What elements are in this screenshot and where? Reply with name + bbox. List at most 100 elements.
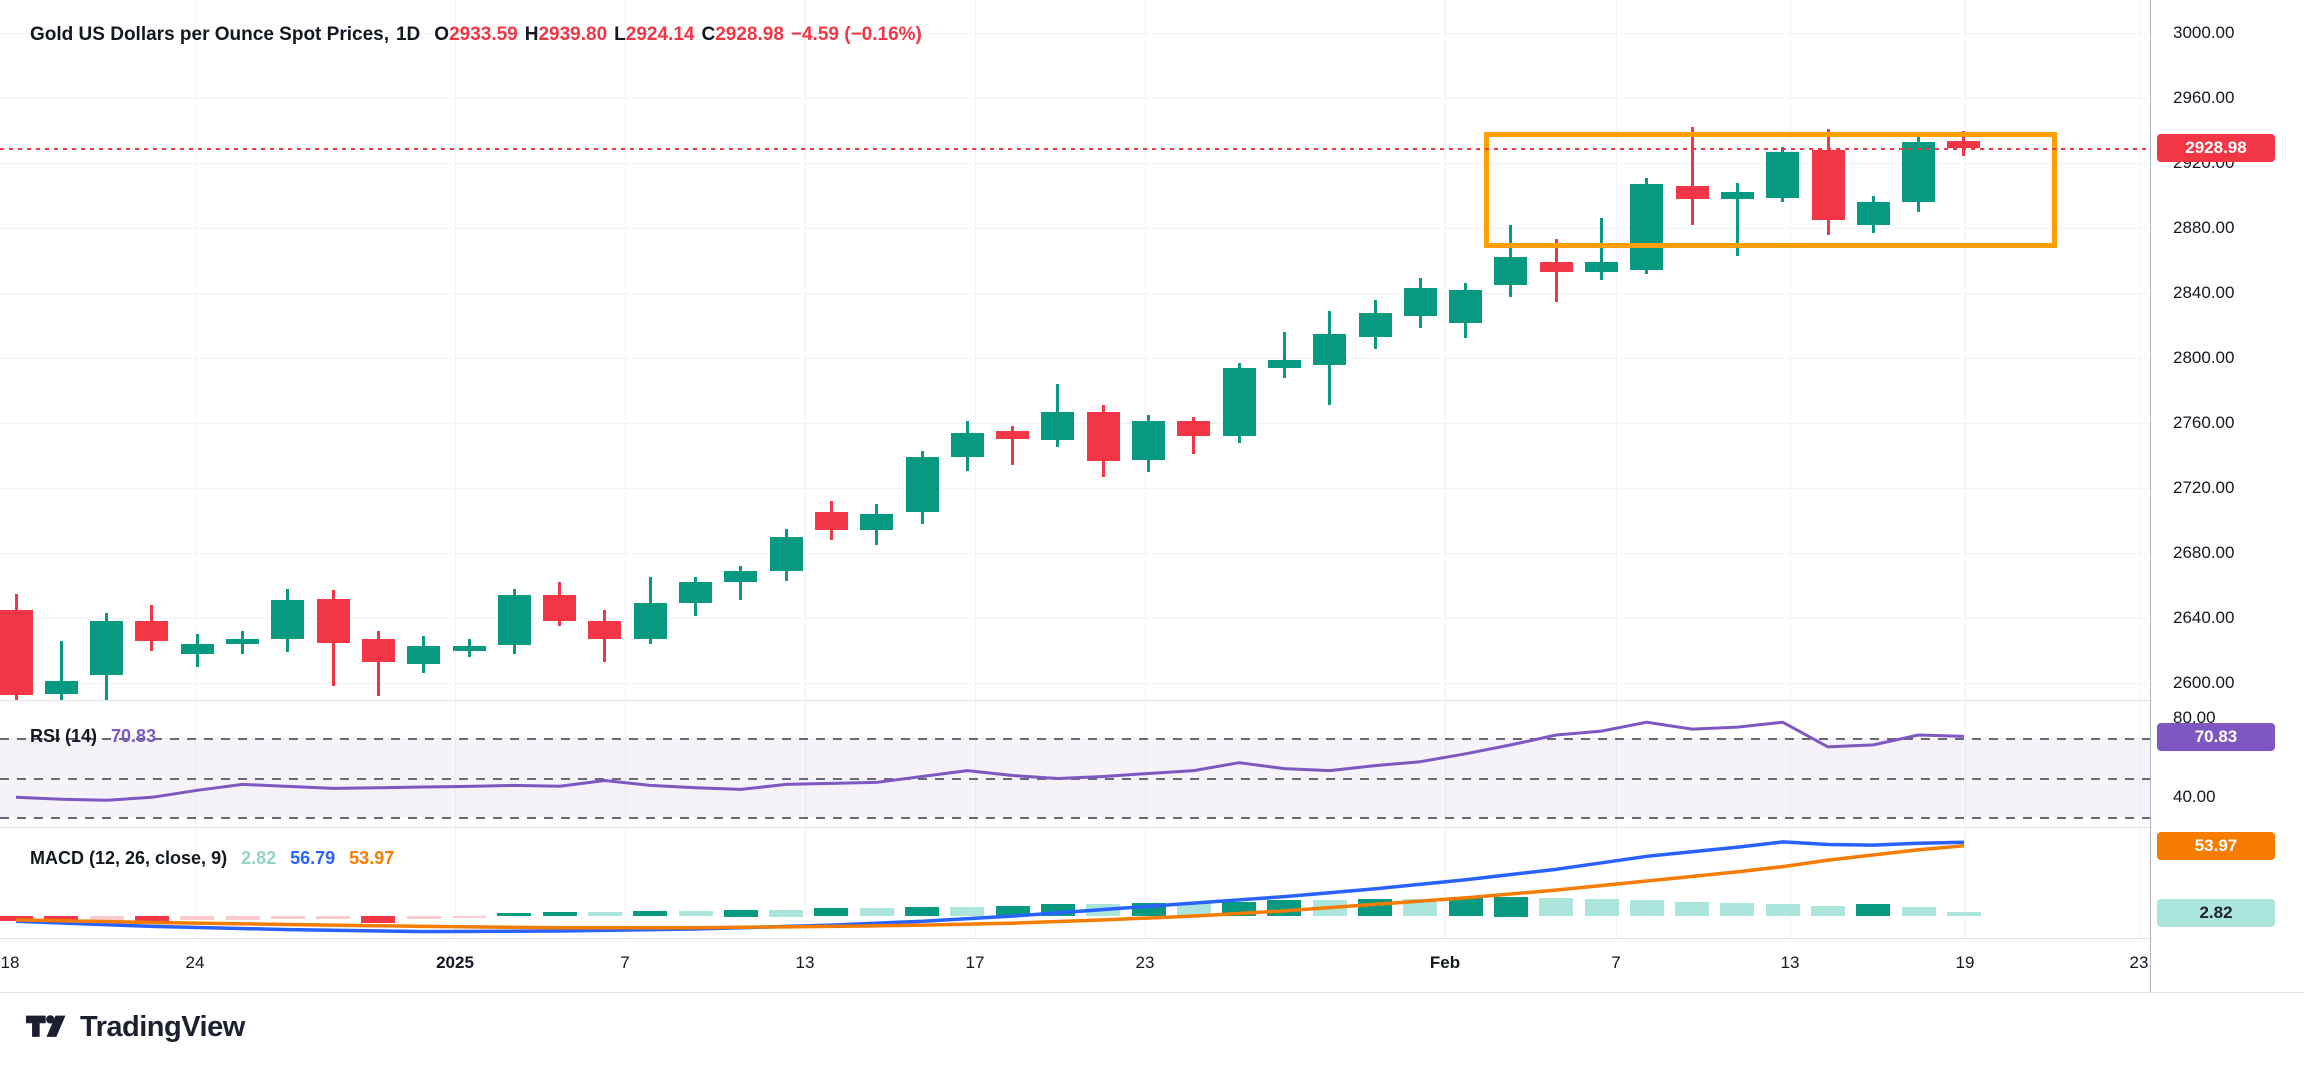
price-tick-label: 2680.00 (2173, 543, 2235, 562)
time-axis[interactable]: 18 24 2025 7 13 17 23 Feb 7 13 19 23 (0, 939, 2304, 992)
macd-histogram-bar (905, 907, 939, 916)
candle-body (1177, 421, 1210, 436)
chart-plot-area[interactable] (0, 0, 2150, 938)
macd-line (15, 840, 1965, 934)
rsi-level-30 (0, 817, 2150, 819)
time-tick-label: 7 (1611, 953, 1621, 972)
macd-histogram-bar (1902, 907, 1936, 916)
horizontal-gridline (0, 293, 2150, 294)
candle-body (1585, 262, 1618, 272)
macd-signal-value: 53.97 (349, 848, 395, 868)
candle-body (1494, 257, 1527, 285)
candle-wick (60, 641, 63, 700)
time-tick-label: 13 (1780, 953, 1800, 972)
macd-histogram-bar (633, 911, 667, 916)
candlestick-series (0, 127, 1980, 700)
price-tick-label: 2640.00 (2173, 608, 2235, 627)
candle-body (271, 600, 304, 639)
macd-histogram-bar (679, 911, 713, 916)
macd-histogram-bar (1811, 906, 1845, 916)
price-tick-label: 2800.00 (2173, 348, 2235, 367)
candle-body (815, 512, 848, 530)
candle-body (860, 514, 893, 530)
candle-body (724, 571, 757, 582)
time-tick-label: 7 (620, 953, 630, 972)
macd-histogram-bar (90, 916, 124, 920)
candle-body (1313, 334, 1346, 365)
macd-legend[interactable]: MACD (12, 26, close, 9) 2.82 56.79 53.97 (30, 848, 394, 869)
horizontal-gridline (0, 423, 2150, 424)
macd-line-value: 56.79 (290, 848, 336, 868)
price-tick-label: 2600.00 (2173, 673, 2235, 692)
ohlc-label-L: L (614, 24, 626, 45)
horizontal-gridline (0, 163, 2150, 164)
macd-histogram-bar (1585, 899, 1619, 916)
macd-hist-badge: 2.82 (2157, 899, 2275, 927)
price-range-box-drawing[interactable] (1484, 132, 2057, 248)
tradingview-brand-text: TradingView (80, 1010, 245, 1043)
tradingview-logo-icon (26, 1015, 66, 1037)
candle-body (1812, 150, 1845, 220)
symbol-legend[interactable]: Gold US Dollars per Ounce Spot Prices, 1D… (30, 24, 922, 46)
horizontal-gridline (0, 33, 2150, 34)
vertical-gridline (195, 0, 196, 938)
candle-body (1268, 360, 1301, 368)
rsi-tick-label: 40.00 (2173, 787, 2216, 806)
candle-wick (1600, 218, 1603, 280)
macd-histogram-bar (226, 916, 260, 920)
rsi-legend[interactable]: RSI (14) 70.83 (30, 726, 156, 747)
macd-hist-value: 2.82 (241, 848, 277, 868)
pane-separator-macd[interactable] (0, 827, 2304, 828)
candle-body (679, 582, 712, 603)
price-tick-label: 2880.00 (2173, 218, 2235, 237)
candle-body (453, 646, 486, 651)
vertical-gridline (1790, 0, 1791, 938)
candle-body (1404, 288, 1437, 316)
candle-body (1540, 262, 1573, 272)
horizontal-gridline (0, 553, 2150, 554)
candle-body (362, 639, 395, 662)
macd-histogram-bar (769, 910, 803, 917)
tradingview-attribution[interactable]: TradingView (26, 1008, 245, 1046)
macd-histogram-bar (1675, 902, 1709, 916)
macd-histogram-bar (588, 912, 622, 916)
candle-body (1041, 412, 1074, 440)
macd-histogram-bar (407, 916, 441, 919)
candle-body (1676, 186, 1709, 199)
time-tick-label: 13 (795, 953, 815, 972)
time-tick-label: 23 (2129, 953, 2149, 972)
ohlc-value-H: 2939.80 (538, 24, 608, 45)
time-tick-label: 18 (0, 953, 20, 972)
candle-body (181, 644, 214, 654)
time-tick-label: Feb (1429, 953, 1461, 972)
candle-body (1766, 152, 1799, 198)
candle-body (1223, 368, 1256, 436)
time-tick-label: 19 (1955, 953, 1975, 972)
price-axis[interactable]: 2928.98 70.83 53.97 2.82 3000.00 2960.00 2… (2150, 0, 2304, 992)
macd-label: MACD (12, 26, close, 9) (30, 848, 228, 868)
candle-body (770, 537, 803, 571)
candle-body (543, 595, 576, 621)
axis-bottom-border (0, 992, 2304, 993)
candle-body (1630, 184, 1663, 270)
macd-histogram-bar (1449, 898, 1483, 916)
macd-histogram-bar (724, 910, 758, 917)
change-value: −4.59 (−0.16%) (790, 24, 922, 45)
macd-histogram-bar (996, 906, 1030, 916)
price-tick-label: 2760.00 (2173, 413, 2235, 432)
candle-body (996, 431, 1029, 439)
horizontal-gridline (0, 228, 2150, 229)
vertical-gridline (1965, 0, 1966, 938)
candle-wick (377, 631, 380, 696)
pane-separator-rsi[interactable] (0, 700, 2304, 701)
macd-histogram-bar (1494, 897, 1528, 917)
ohlc-label-H: H (524, 24, 539, 45)
vertical-gridline (455, 0, 456, 938)
price-tick-label: 2720.00 (2173, 478, 2235, 497)
candle-body (1087, 412, 1120, 461)
macd-histogram-bar (497, 913, 531, 916)
macd-histogram-bar (316, 916, 350, 919)
macd-histogram-bar (1947, 912, 1981, 916)
macd-histogram-bar (1630, 900, 1664, 916)
